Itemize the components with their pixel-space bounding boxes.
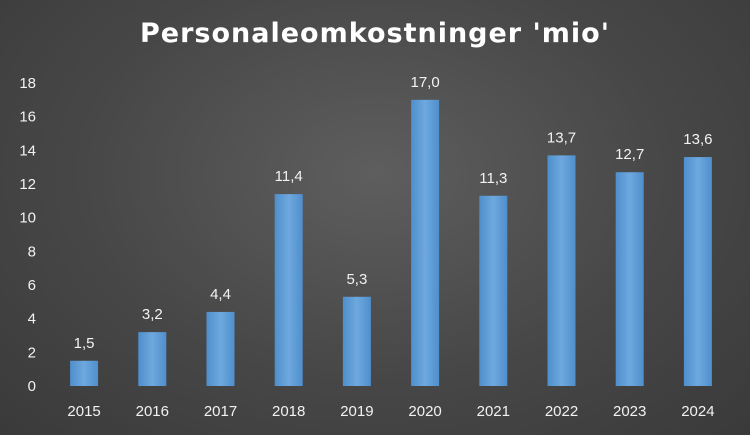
- bar-2015: [70, 360, 99, 386]
- y-tick-label: 18: [19, 75, 36, 92]
- y-tick-label: 14: [19, 142, 36, 159]
- x-axis: 2015 2016 2017 2018 2019 2020 2021 2022 2023 2024: [67, 403, 714, 420]
- x-tick-label: 2015: [67, 403, 100, 420]
- bar-2024: [683, 157, 712, 386]
- y-tick-label: 2: [28, 344, 36, 361]
- x-tick-label: 2018: [272, 403, 305, 420]
- bar-2018: [274, 194, 303, 386]
- x-tick-label: 2024: [681, 403, 714, 420]
- y-tick-label: 16: [19, 109, 36, 126]
- y-tick-label: 8: [28, 243, 36, 260]
- x-tick-label: 2017: [204, 403, 237, 420]
- data-label-2017: 4,4: [210, 286, 231, 303]
- y-tick-label: 10: [19, 210, 36, 227]
- bar-2017: [206, 311, 235, 386]
- x-tick-label: 2016: [136, 403, 169, 420]
- data-label-2016: 3,2: [142, 306, 163, 323]
- data-label-2015: 1,5: [74, 335, 95, 352]
- bar-2023: [615, 172, 644, 386]
- data-label-2021: 11,3: [479, 170, 507, 187]
- data-label-2020: 17,0: [410, 74, 439, 91]
- bar-2019: [342, 296, 371, 386]
- x-tick-label: 2020: [408, 403, 441, 420]
- y-tick-label: 0: [28, 378, 36, 395]
- y-tick-label: 12: [19, 176, 36, 193]
- bar-2016: [138, 332, 167, 386]
- bar-series: [70, 99, 712, 386]
- y-axis: 0 2 4 6 8 10 12 14 16 18: [19, 75, 36, 395]
- chart-title: Personaleomkostninger 'mio': [139, 18, 610, 49]
- data-label-2018: 11,4: [275, 168, 303, 185]
- y-tick-label: 6: [28, 277, 36, 294]
- data-label-2024: 13,6: [683, 131, 712, 148]
- y-tick-label: 4: [28, 311, 36, 328]
- data-label-2023: 12,7: [615, 146, 644, 163]
- data-label-2019: 5,3: [346, 271, 367, 288]
- x-tick-label: 2021: [477, 403, 510, 420]
- x-tick-label: 2022: [545, 403, 578, 420]
- data-label-2022: 13,7: [547, 129, 576, 146]
- bar-2021: [479, 195, 508, 386]
- data-labels: 1,5 3,2 4,4 11,4 5,3 17,0 11,3 13,7 12,7 13,6: [74, 74, 713, 352]
- x-tick-label: 2023: [613, 403, 646, 420]
- bar-2022: [547, 155, 576, 386]
- x-tick-label: 2019: [340, 403, 373, 420]
- bar-2020: [411, 99, 440, 386]
